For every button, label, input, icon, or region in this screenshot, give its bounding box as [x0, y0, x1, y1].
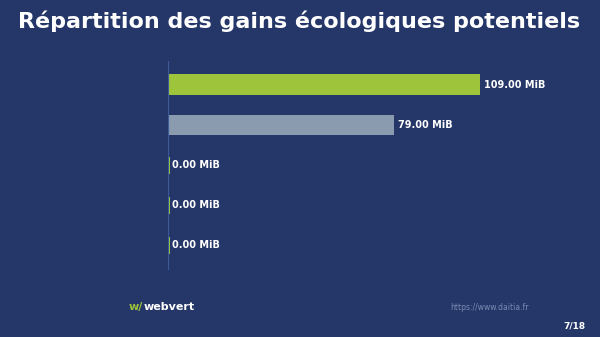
Text: Répartition des gains écologiques potentiels: Répartition des gains écologiques potent… — [18, 10, 580, 32]
Text: 0.00 MiB: 0.00 MiB — [172, 160, 220, 170]
Text: 79.00 MiB: 79.00 MiB — [398, 120, 453, 130]
Bar — [168, 74, 480, 95]
Text: 0.00 MiB: 0.00 MiB — [172, 200, 220, 210]
Bar — [168, 115, 394, 135]
Text: 109.00 MiB: 109.00 MiB — [484, 80, 545, 90]
Text: 7/18: 7/18 — [563, 321, 585, 330]
Text: w/: w/ — [129, 302, 143, 312]
Bar — [168, 197, 170, 214]
Bar — [168, 157, 170, 174]
Text: https://www.daitia.fr: https://www.daitia.fr — [450, 303, 529, 312]
Bar — [168, 237, 170, 254]
Text: webvert: webvert — [144, 302, 195, 312]
Text: 0.00 MiB: 0.00 MiB — [172, 241, 220, 250]
